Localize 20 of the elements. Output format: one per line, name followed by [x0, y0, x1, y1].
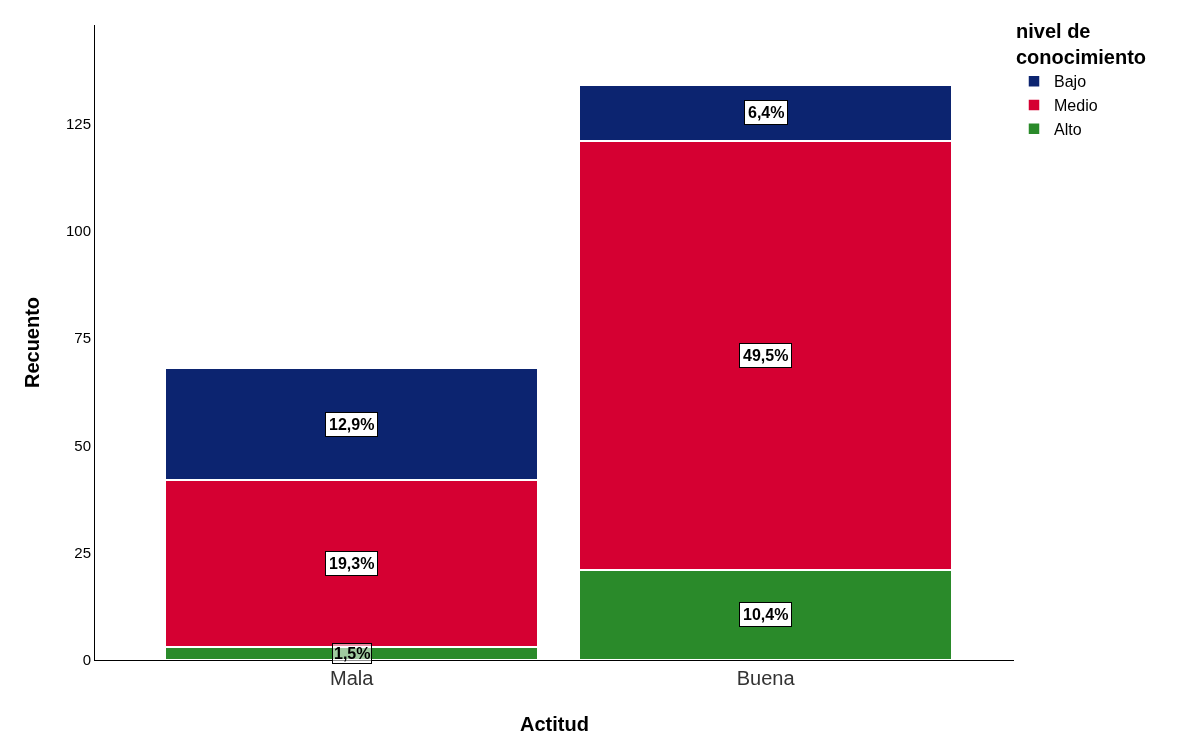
- annotation: 10,4%: [743, 606, 789, 623]
- y-tick-label: 0: [82, 651, 91, 669]
- legend-label: Bajo: [1054, 73, 1087, 91]
- x-tick-label: Mala: [329, 667, 375, 689]
- annotation: 1,5%: [334, 645, 371, 662]
- y-tick-label: 125: [65, 114, 91, 132]
- legend-title: nivel de conocimiento: [1016, 20, 1147, 69]
- annotation: 12,9%: [329, 416, 375, 433]
- annotation: 19,3%: [329, 555, 375, 572]
- legend-label: Alto: [1054, 121, 1082, 139]
- y-tick-label: 25: [74, 543, 91, 561]
- annotation: 6,4%: [748, 104, 785, 121]
- y-axis-title: Recuento: [21, 296, 44, 389]
- y-tick-label: 75: [74, 329, 91, 347]
- y-tick-label: 50: [74, 436, 91, 454]
- x-axis-title: Actitud: [520, 712, 589, 735]
- x-tick-label: Buena: [736, 667, 796, 689]
- annotation: 49,5%: [743, 347, 789, 364]
- y-tick-label: 100: [65, 222, 91, 240]
- legend-label: Medio: [1054, 97, 1098, 115]
